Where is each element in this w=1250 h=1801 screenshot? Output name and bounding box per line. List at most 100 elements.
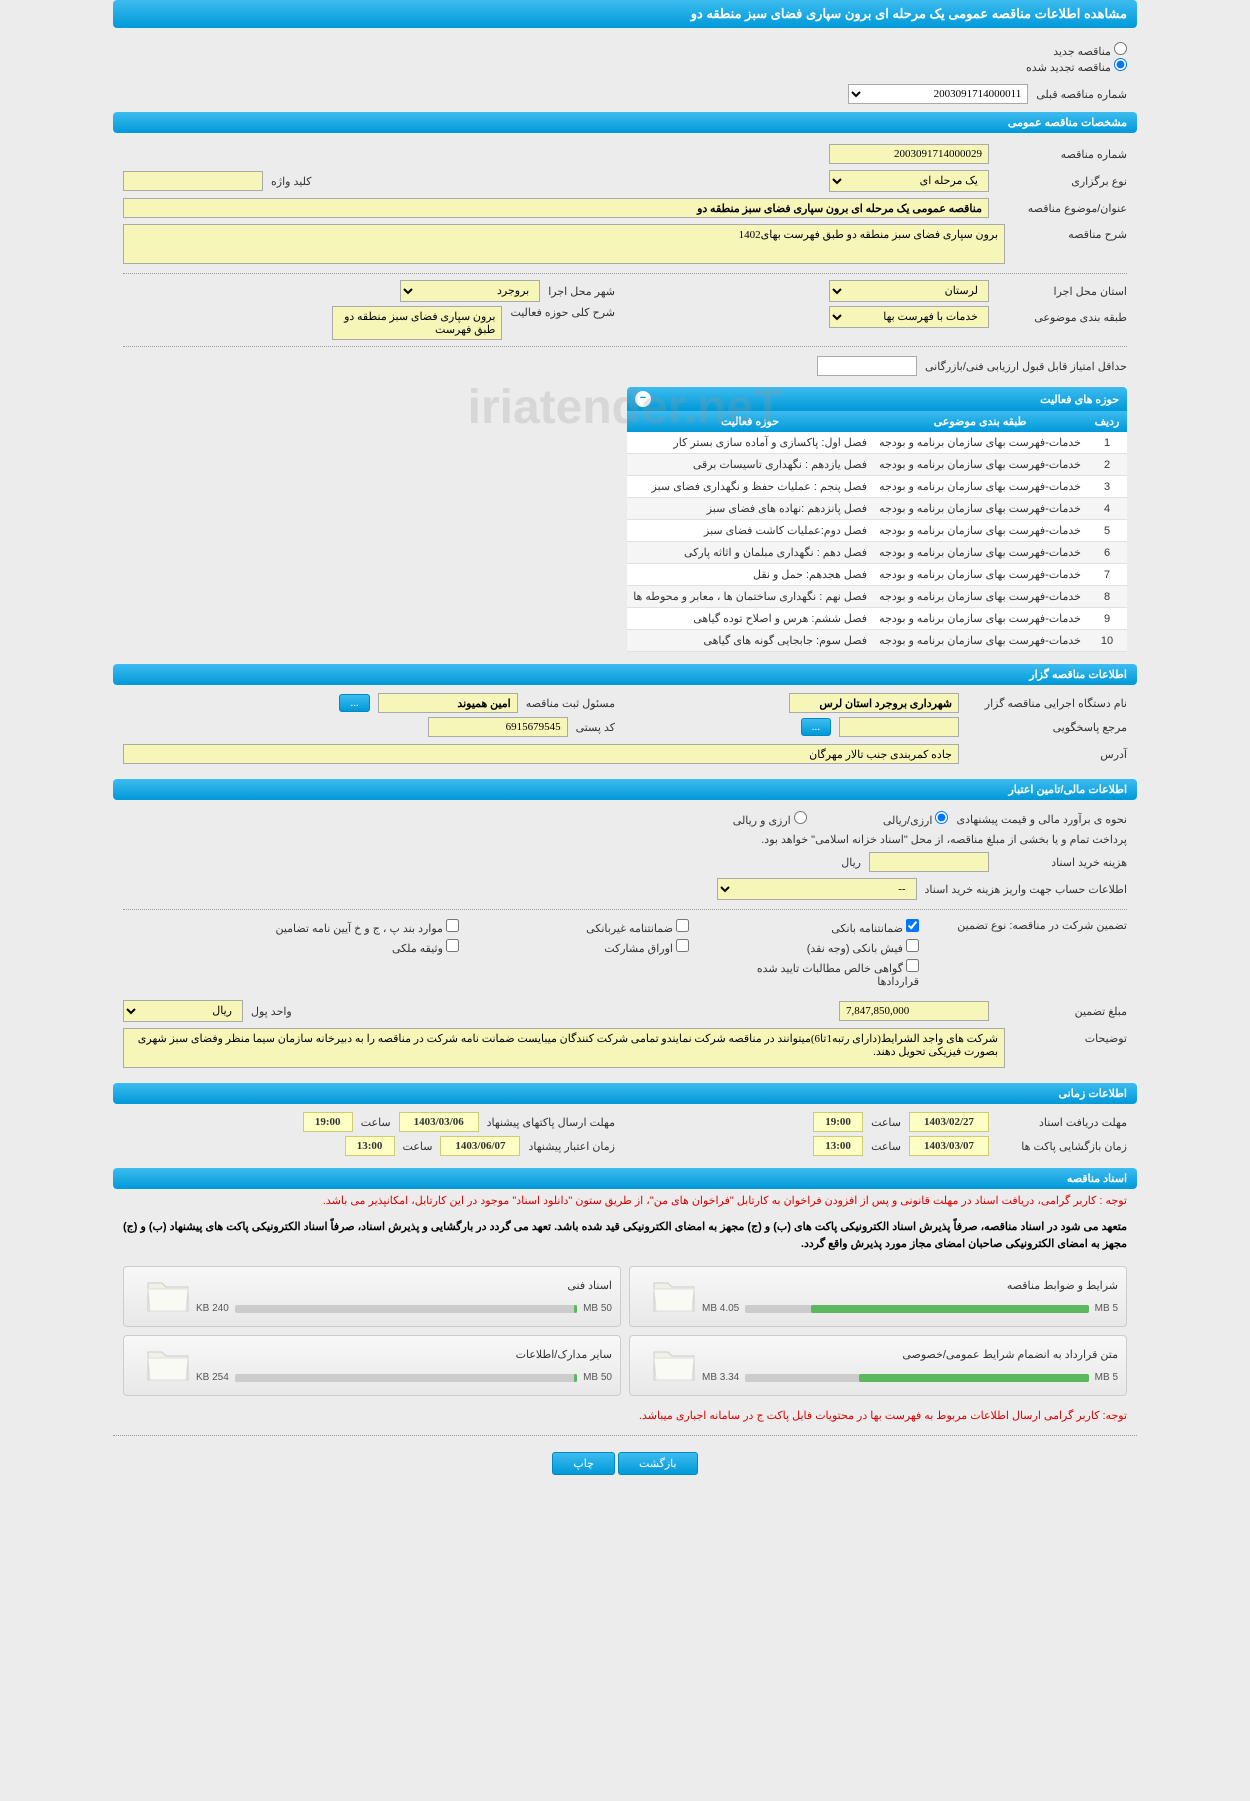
chk-regs-label: موارد بند پ ، ج و خ آیین نامه تضامین bbox=[259, 919, 459, 935]
time-label-1: ساعت bbox=[871, 1116, 901, 1129]
opt-both-label: ارزی و ریالی bbox=[733, 811, 807, 827]
receive-deadline-label: مهلت دریافت اسناد bbox=[997, 1116, 1127, 1129]
scope-textarea bbox=[332, 306, 502, 340]
table-row: 8خدمات-فهرست بهای سازمان برنامه و بودجهف… bbox=[627, 586, 1127, 608]
chk-receivables-label: گواهی خالص مطالبات تایید شده قراردادها bbox=[719, 959, 919, 988]
doc-title: سایر مدارک/اطلاعات bbox=[196, 1348, 612, 1361]
validity-time: 13:00 bbox=[345, 1136, 395, 1156]
chk-regs[interactable] bbox=[446, 919, 459, 932]
register-label: مسئول ثبت مناقصه bbox=[526, 697, 615, 710]
doc-card[interactable]: شرایط و ضوابط مناقصه 5 MB 4.05 MB bbox=[629, 1266, 1127, 1327]
validity-date: 1403/06/07 bbox=[440, 1136, 520, 1156]
doc-card[interactable]: اسناد فنی 50 MB 240 KB bbox=[123, 1266, 621, 1327]
table-row: 7خدمات-فهرست بهای سازمان برنامه و بودجهف… bbox=[627, 564, 1127, 586]
register-input bbox=[378, 693, 518, 713]
opt-rial-radio[interactable] bbox=[935, 811, 948, 824]
postal-input bbox=[428, 717, 568, 737]
province-select[interactable]: لرستان bbox=[829, 280, 989, 302]
radio-new[interactable] bbox=[1114, 42, 1127, 55]
print-button[interactable]: چاپ bbox=[552, 1452, 615, 1475]
exec-input bbox=[789, 693, 959, 713]
col-scope: حوزه فعالیت bbox=[627, 411, 873, 432]
exec-label: نام دستگاه اجرایی مناقصه گزار bbox=[967, 697, 1127, 710]
submit-deadline-label: مهلت ارسال پاکتهای پیشنهاد bbox=[487, 1116, 615, 1129]
receive-deadline-time: 19:00 bbox=[813, 1112, 863, 1132]
chk-nonbank[interactable] bbox=[676, 919, 689, 932]
amount-label: مبلغ تضمین bbox=[997, 1005, 1127, 1018]
category-select[interactable]: خدمات با فهرست بها bbox=[829, 306, 989, 328]
collapse-icon[interactable]: − bbox=[635, 391, 651, 407]
time-label-3: ساعت bbox=[871, 1140, 901, 1153]
table-row: 4خدمات-فهرست بهای سازمان برنامه و بودجهف… bbox=[627, 498, 1127, 520]
doc-title: متن قرارداد به انضمام شرایط عمومی/خصوصی bbox=[702, 1348, 1118, 1361]
doc-cost-label: هزینه خرید اسناد bbox=[997, 856, 1127, 869]
address-label: آدرس bbox=[967, 748, 1127, 761]
response-dots-button[interactable]: ... bbox=[801, 718, 831, 736]
city-select[interactable]: بروجرد bbox=[400, 280, 540, 302]
back-button[interactable]: بازگشت bbox=[618, 1452, 698, 1475]
unit-select[interactable]: ریال bbox=[123, 1000, 243, 1022]
province-label: استان محل اجرا bbox=[997, 285, 1127, 298]
section-timing-header: اطلاعات زمانی bbox=[113, 1083, 1137, 1104]
table-row: 10خدمات-فهرست بهای سازمان برنامه و بودجه… bbox=[627, 630, 1127, 652]
min-score-input[interactable] bbox=[817, 356, 917, 376]
keyword-label: کلید واژه bbox=[271, 175, 311, 188]
section-organizer-header: اطلاعات مناقصه گزار bbox=[113, 664, 1137, 685]
doc-used: 254 KB bbox=[196, 1372, 229, 1383]
section-docs-header: اسناد مناقصه bbox=[113, 1168, 1137, 1189]
table-row: 2خدمات-فهرست بهای سازمان برنامه و بودجهف… bbox=[627, 454, 1127, 476]
opening-time: 13:00 bbox=[813, 1136, 863, 1156]
section-general-header: مشخصات مناقصه عمومی bbox=[113, 112, 1137, 133]
chk-cash-label: فیش بانکی (وجه نقد) bbox=[719, 939, 919, 955]
chk-bank-label: ضمانتنامه بانکی bbox=[719, 919, 919, 935]
holding-type-select[interactable]: یک مرحله ای bbox=[829, 170, 989, 192]
chk-bank[interactable] bbox=[906, 919, 919, 932]
min-score-label: حداقل امتیاز قابل قبول ارزیابی فنی/بازرگ… bbox=[925, 360, 1127, 373]
chk-receivables[interactable] bbox=[906, 959, 919, 972]
doc-cost-input[interactable] bbox=[869, 852, 989, 872]
register-dots-button[interactable]: ... bbox=[339, 694, 369, 712]
radio-renewed-label: مناقصه تجدید شده bbox=[1026, 62, 1127, 74]
docs-notice-1: توجه : کاربر گرامی، دریافت اسناد در مهلت… bbox=[113, 1189, 1137, 1215]
chk-property-label: وثیقه ملکی bbox=[259, 939, 459, 955]
holding-type-label: نوع برگزاری bbox=[997, 175, 1127, 188]
payment-info-select[interactable]: -- bbox=[717, 878, 917, 900]
doc-title: اسناد فنی bbox=[196, 1279, 612, 1292]
desc-label: شرح مناقصه bbox=[1013, 224, 1127, 241]
opening-label: زمان بازگشایی پاکت ها bbox=[997, 1140, 1127, 1153]
tender-number-input bbox=[829, 144, 989, 164]
unit-label: واحد پول bbox=[251, 1005, 292, 1018]
doc-used: 240 KB bbox=[196, 1303, 229, 1314]
validity-label: زمان اعتبار پیشنهاد bbox=[528, 1140, 615, 1153]
folder-icon bbox=[638, 1275, 698, 1318]
opt-both-radio[interactable] bbox=[794, 811, 807, 824]
prev-number-select[interactable]: 2003091714000011 bbox=[848, 84, 1028, 104]
col-category: طبقه بندی موضوعی bbox=[873, 411, 1087, 432]
doc-max: 5 MB bbox=[1095, 1372, 1118, 1383]
table-row: 5خدمات-فهرست بهای سازمان برنامه و بودجهف… bbox=[627, 520, 1127, 542]
radio-renewed[interactable] bbox=[1114, 58, 1127, 71]
response-input[interactable] bbox=[839, 717, 959, 737]
docs-notice-2: متعهد می شود در اسناد مناقصه، صرفاً پذیر… bbox=[113, 1215, 1137, 1258]
table-row: 6خدمات-فهرست بهای سازمان برنامه و بودجهف… bbox=[627, 542, 1127, 564]
subject-label: عنوان/موضوع مناقصه bbox=[997, 202, 1127, 215]
currency-label: ریال bbox=[841, 856, 861, 869]
desc-textarea bbox=[123, 224, 1005, 264]
chk-cash[interactable] bbox=[906, 939, 919, 952]
tender-number-label: شماره مناقصه bbox=[997, 148, 1127, 161]
page-title: مشاهده اطلاعات مناقصه عمومی یک مرحله ای … bbox=[113, 0, 1137, 28]
doc-used: 3.34 MB bbox=[702, 1372, 739, 1383]
explain-label: توضیحات bbox=[1013, 1028, 1127, 1045]
amount-input bbox=[839, 1001, 989, 1021]
chk-bonds[interactable] bbox=[676, 939, 689, 952]
doc-card[interactable]: متن قرارداد به انضمام شرایط عمومی/خصوصی … bbox=[629, 1335, 1127, 1396]
doc-max: 50 MB bbox=[583, 1372, 612, 1383]
keyword-input[interactable] bbox=[123, 171, 263, 191]
response-label: مرجع پاسخگویی bbox=[967, 721, 1127, 734]
chk-bonds-label: اوراق مشارکت bbox=[489, 939, 689, 955]
doc-progress-bar bbox=[745, 1374, 1088, 1382]
doc-card[interactable]: سایر مدارک/اطلاعات 50 MB 254 KB bbox=[123, 1335, 621, 1396]
chk-property[interactable] bbox=[446, 939, 459, 952]
opening-date: 1403/03/07 bbox=[909, 1136, 989, 1156]
estimate-label: نحوه ی برآورد مالی و قیمت پیشنهادی bbox=[956, 813, 1127, 826]
